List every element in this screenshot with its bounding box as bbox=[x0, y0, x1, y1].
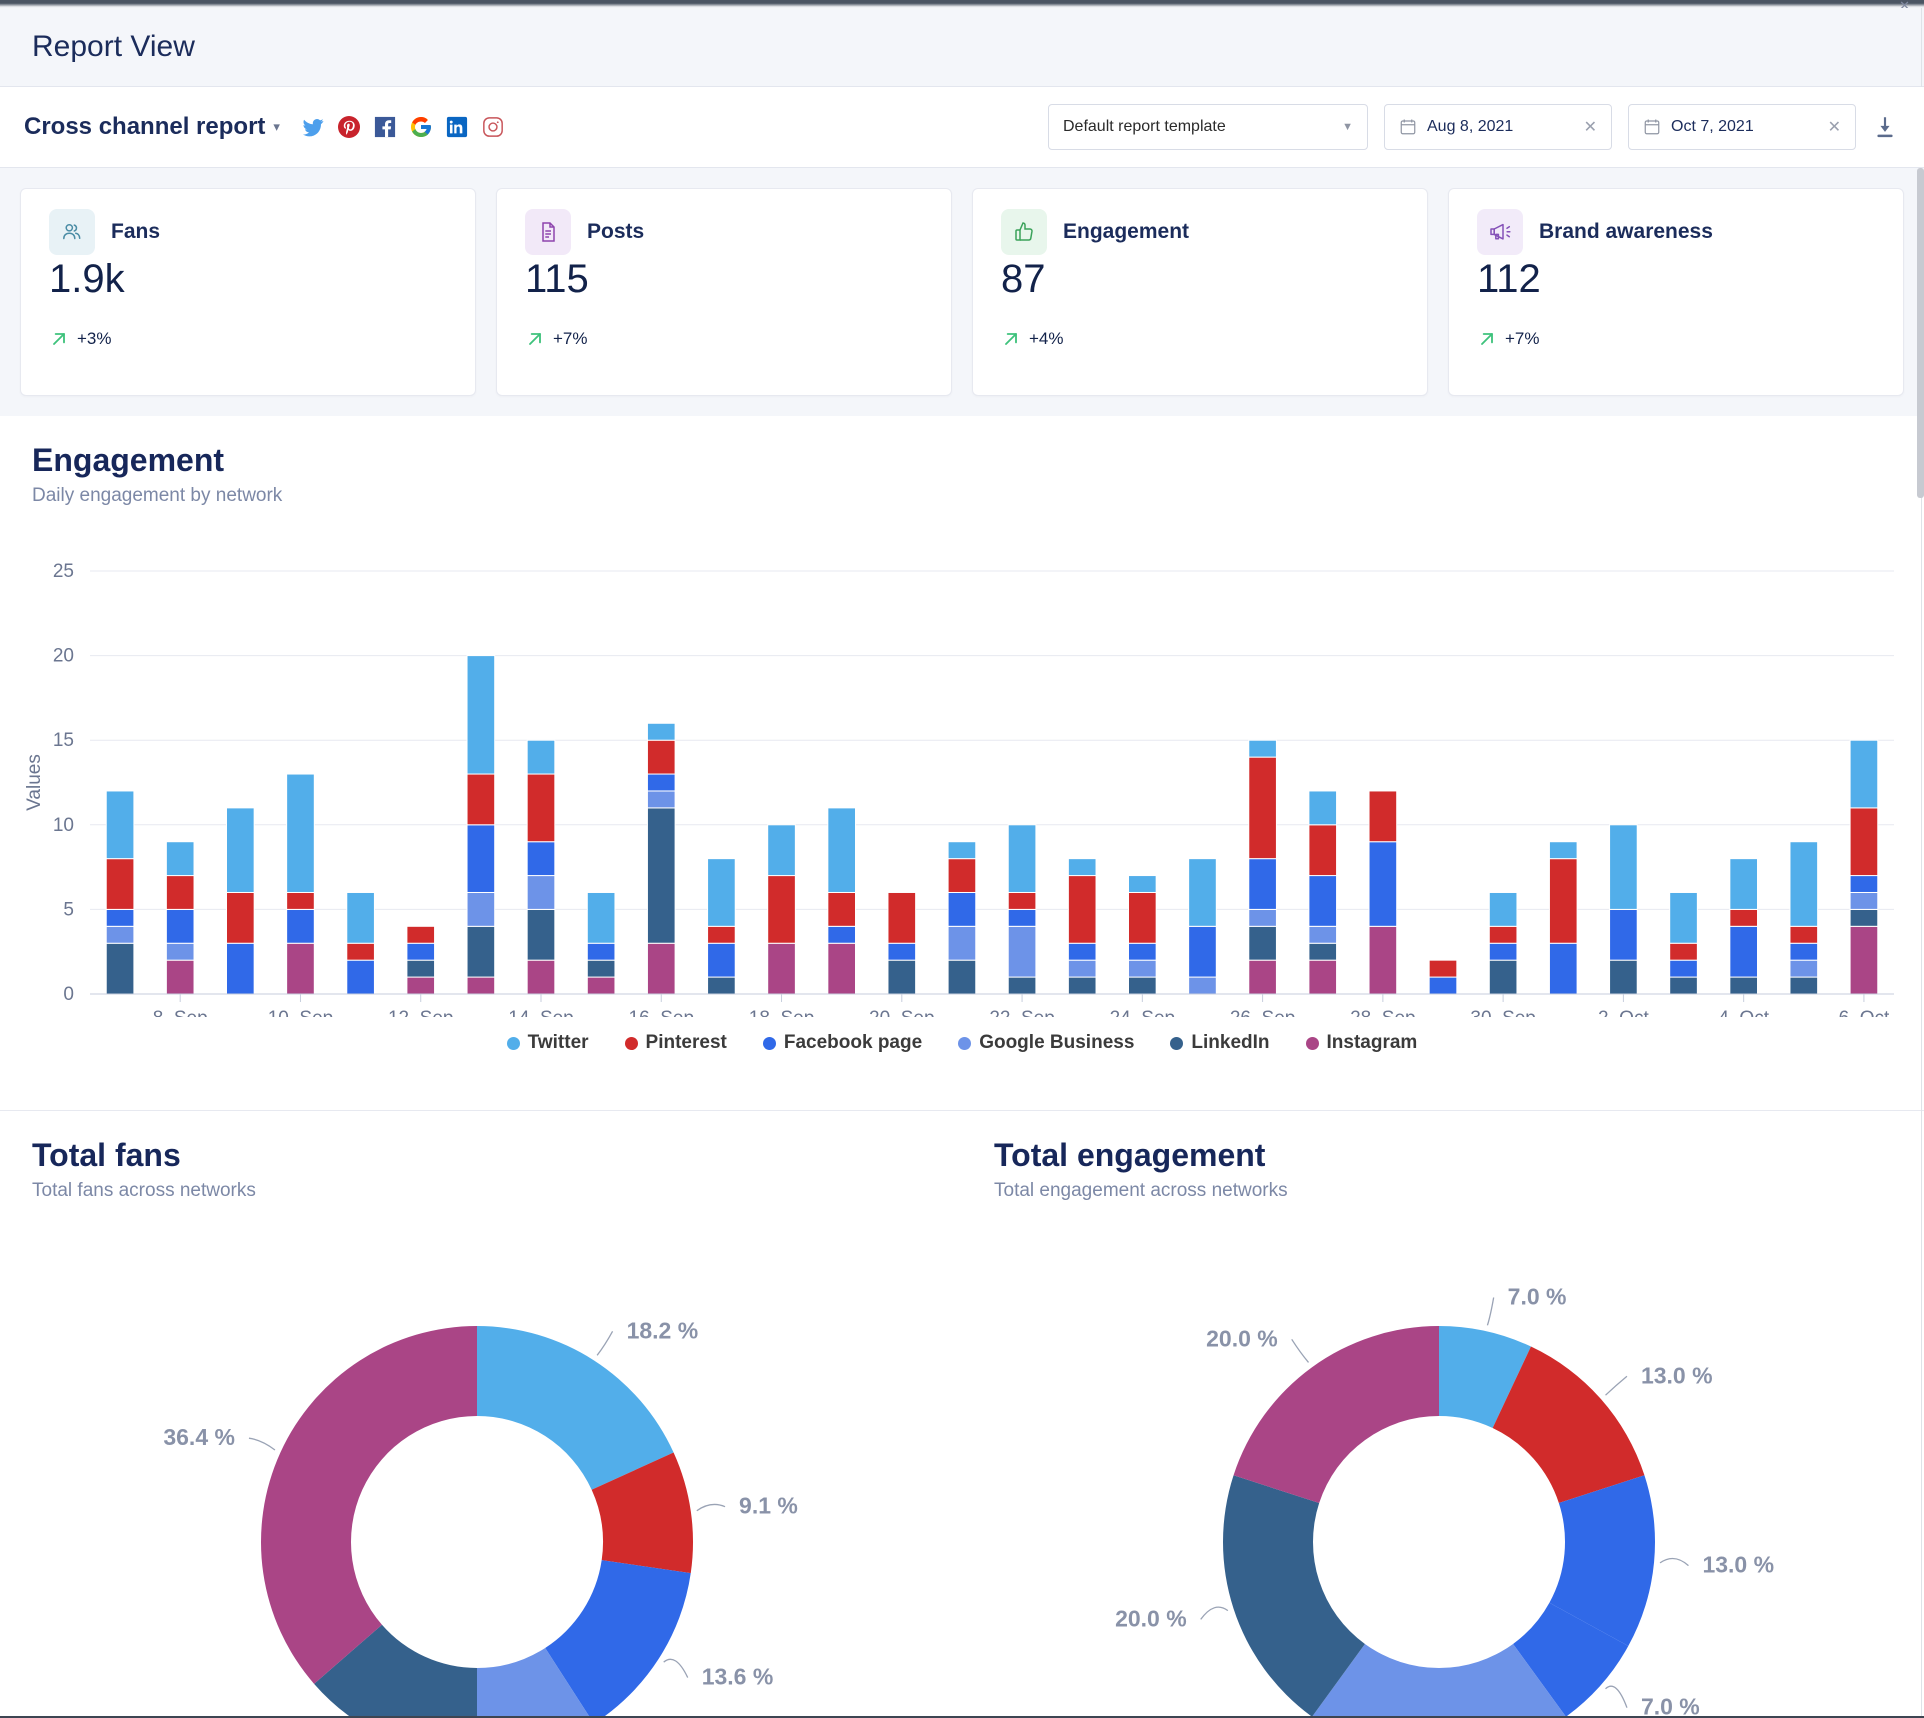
svg-text:12. Sep: 12. Sep bbox=[388, 1008, 454, 1017]
svg-text:28. Sep: 28. Sep bbox=[1350, 1008, 1416, 1017]
svg-text:5: 5 bbox=[63, 899, 74, 920]
svg-text:14. Sep: 14. Sep bbox=[508, 1008, 574, 1017]
svg-text:30. Sep: 30. Sep bbox=[1470, 1008, 1536, 1017]
svg-text:7.0 %: 7.0 % bbox=[1508, 1283, 1567, 1309]
svg-text:Values: Values bbox=[24, 754, 45, 811]
svg-text:20. Sep: 20. Sep bbox=[869, 1008, 935, 1017]
svg-text:13.6 %: 13.6 % bbox=[702, 1664, 774, 1690]
svg-text:10. Sep: 10. Sep bbox=[268, 1008, 334, 1017]
svg-text:15: 15 bbox=[53, 730, 74, 751]
svg-text:2. Oct: 2. Oct bbox=[1598, 1008, 1649, 1017]
svg-text:13.0 %: 13.0 % bbox=[1641, 1362, 1713, 1388]
svg-text:20: 20 bbox=[53, 646, 74, 667]
svg-text:22. Sep: 22. Sep bbox=[989, 1008, 1055, 1017]
svg-text:0: 0 bbox=[63, 984, 74, 1005]
svg-text:9.1 %: 9.1 % bbox=[739, 1493, 798, 1519]
svg-text:36.4 %: 36.4 % bbox=[163, 1424, 235, 1450]
svg-text:18. Sep: 18. Sep bbox=[749, 1008, 815, 1017]
svg-text:16. Sep: 16. Sep bbox=[629, 1008, 695, 1017]
svg-text:10: 10 bbox=[53, 815, 74, 836]
svg-text:20.0 %: 20.0 % bbox=[1206, 1325, 1278, 1351]
svg-text:6. Oct: 6. Oct bbox=[1839, 1008, 1890, 1017]
svg-text:24. Sep: 24. Sep bbox=[1110, 1008, 1176, 1017]
svg-text:4. Oct: 4. Oct bbox=[1718, 1008, 1769, 1017]
svg-text:8. Sep: 8. Sep bbox=[153, 1008, 208, 1017]
svg-text:26. Sep: 26. Sep bbox=[1230, 1008, 1296, 1017]
svg-text:18.2 %: 18.2 % bbox=[627, 1317, 699, 1343]
svg-text:13.0 %: 13.0 % bbox=[1702, 1552, 1774, 1578]
svg-text:25: 25 bbox=[53, 561, 74, 582]
svg-text:20.0 %: 20.0 % bbox=[1115, 1605, 1187, 1631]
svg-text:7.0 %: 7.0 % bbox=[1641, 1694, 1700, 1716]
